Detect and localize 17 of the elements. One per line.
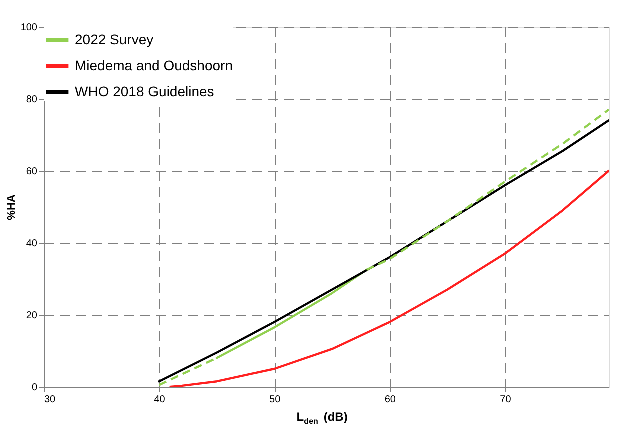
- legend-label: Miedema and Oudshoorn: [75, 58, 233, 74]
- x-tick-label: 50: [270, 394, 282, 406]
- y-axis-title: %HA: [6, 194, 18, 220]
- y-tick-label: 40: [26, 238, 38, 250]
- x-tick-label: 40: [154, 394, 166, 406]
- legend-label: 2022 Survey: [75, 32, 154, 48]
- legend-label: WHO 2018 Guidelines: [75, 84, 214, 100]
- x-tick-label: 30: [44, 394, 56, 406]
- x-tick-label: 70: [500, 394, 512, 406]
- y-tick-label: 60: [26, 166, 38, 178]
- x-tick-label: 60: [384, 394, 396, 406]
- line-series: [158, 120, 609, 383]
- y-tick-label: 100: [20, 22, 38, 34]
- y-tick-label: 20: [26, 310, 38, 322]
- y-tick-label: 80: [26, 94, 38, 106]
- line-series: [170, 170, 609, 387]
- y-tick-label: 0: [32, 382, 38, 394]
